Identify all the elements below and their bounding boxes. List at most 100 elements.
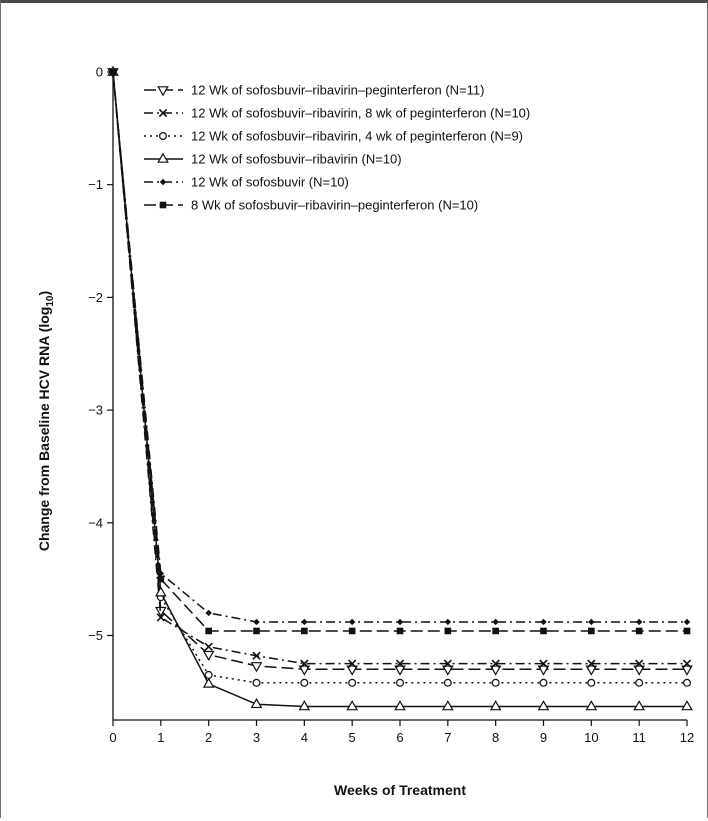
series-2-point bbox=[395, 659, 405, 668]
legend-entry-4: 12 Wk of sofosbuvir–ribavirin (N=10) bbox=[144, 152, 402, 167]
x-tick-label: 5 bbox=[349, 730, 356, 745]
series-1-point bbox=[441, 665, 454, 676]
series-6-point bbox=[205, 627, 212, 635]
series-1-point bbox=[537, 665, 550, 676]
x-tick-label: 7 bbox=[444, 730, 451, 745]
series-6 bbox=[109, 68, 691, 635]
series-4-point bbox=[298, 700, 311, 711]
series-5-point bbox=[683, 618, 691, 626]
y-tick-label: −2 bbox=[88, 290, 103, 305]
series-3-point bbox=[443, 678, 452, 687]
series-3-point bbox=[682, 678, 691, 687]
series-6-point bbox=[635, 627, 643, 635]
x-tick-label: 3 bbox=[253, 730, 260, 745]
series-4-point bbox=[585, 700, 598, 711]
series-1-point bbox=[681, 665, 693, 676]
series-1-point bbox=[154, 606, 167, 618]
legend: 12 Wk of sofosbuvir–ribavirin–peginterfe… bbox=[144, 83, 530, 213]
series-4-line bbox=[112, 71, 687, 708]
series-2-point bbox=[491, 659, 500, 668]
series-6-point bbox=[683, 627, 691, 635]
series-4-point bbox=[681, 700, 693, 711]
series-1-point bbox=[633, 665, 646, 676]
x-tick-label: 6 bbox=[396, 730, 403, 745]
series-5-point bbox=[396, 618, 404, 626]
axes: 0 1 2 3 4 5 6 7 8 9 10 11 120−1−2−3−4−5 bbox=[88, 65, 694, 746]
series-6-point bbox=[492, 627, 499, 635]
series-2-point bbox=[587, 659, 596, 668]
legend-label: 12 Wk of sofosbuvir–ribavirin, 8 wk of p… bbox=[191, 106, 530, 121]
series-3-point bbox=[300, 678, 309, 687]
series-2-point bbox=[204, 642, 213, 651]
y-axis-title-suffix: ) bbox=[36, 291, 52, 296]
legend-label: 12 Wk of sofosbuvir–ribavirin–peginterfe… bbox=[191, 83, 484, 98]
series-6-point bbox=[301, 627, 308, 635]
x-tick-label: 2 bbox=[205, 730, 212, 745]
x-tick-label: 8 bbox=[492, 730, 499, 745]
series-4 bbox=[107, 65, 693, 711]
legend-entry-5: 12 Wk of sofosbuvir (N=10) bbox=[144, 175, 349, 190]
series-2-point bbox=[300, 659, 309, 668]
series-5-point bbox=[301, 618, 308, 626]
x-tick-label: 0 bbox=[109, 730, 116, 745]
y-axis-title-subscript: 10 bbox=[45, 295, 56, 307]
y-tick-label: 0 bbox=[96, 65, 103, 80]
legend-entry-2: 12 Wk of sofosbuvir–ribavirin, 8 wk of p… bbox=[144, 106, 530, 121]
series-5-point bbox=[253, 618, 260, 626]
legend-marker bbox=[159, 178, 167, 186]
y-tick-label: −4 bbox=[88, 515, 103, 530]
series-3-point bbox=[204, 670, 213, 679]
series-5-point bbox=[444, 618, 452, 626]
series-3-point bbox=[396, 678, 405, 687]
series-3-point bbox=[348, 678, 357, 687]
legend-label: 8 Wk of sofosbuvir–ribavirin–peginterfer… bbox=[191, 198, 478, 213]
legend-entry-6: 8 Wk of sofosbuvir–ribavirin–peginterfer… bbox=[144, 198, 478, 213]
series-2-point bbox=[443, 659, 452, 668]
series-4-point bbox=[154, 586, 167, 597]
series-4-point bbox=[489, 700, 502, 711]
line-chart: 0 1 2 3 4 5 6 7 8 9 10 11 120−1−2−3−4−5 12 Wk of sof… bbox=[36, 65, 694, 799]
y-tick-label: −3 bbox=[88, 403, 103, 418]
x-tick-label: 4 bbox=[301, 730, 308, 745]
series-4-point bbox=[346, 700, 359, 711]
x-tick-label: 11 bbox=[632, 730, 646, 745]
series-3-point bbox=[539, 678, 548, 687]
series-2-point bbox=[635, 659, 644, 668]
series-5-point bbox=[492, 618, 499, 626]
x-tick-label: 9 bbox=[540, 730, 547, 745]
series-1-point bbox=[202, 650, 215, 662]
x-tick-label: 1 bbox=[157, 730, 164, 745]
series-6-point bbox=[253, 627, 260, 635]
series-layer bbox=[107, 65, 693, 711]
series-4-point bbox=[394, 700, 406, 711]
series-6-point bbox=[444, 627, 452, 635]
series-5-point bbox=[588, 618, 595, 626]
series-4-point bbox=[250, 697, 263, 709]
series-1-point bbox=[250, 662, 263, 673]
series-4-point bbox=[537, 700, 550, 711]
y-tick-label: −5 bbox=[88, 628, 103, 643]
legend-entry-1: 12 Wk of sofosbuvir–ribavirin–peginterfe… bbox=[144, 83, 484, 98]
legend-label: 12 Wk of sofosbuvir–ribavirin, 4 wk of p… bbox=[191, 129, 523, 144]
series-1-point bbox=[298, 665, 311, 676]
legend-label: 12 Wk of sofosbuvir–ribavirin (N=10) bbox=[191, 152, 402, 167]
series-6-point bbox=[540, 627, 547, 635]
series-3-point bbox=[252, 678, 261, 687]
series-2-point bbox=[682, 659, 692, 668]
series-5-point bbox=[540, 618, 547, 626]
series-6-point bbox=[109, 68, 117, 76]
series-6-point bbox=[348, 627, 356, 635]
legend-marker bbox=[159, 201, 167, 209]
x-axis-title: Weeks of Treatment bbox=[334, 782, 466, 798]
series-4-point bbox=[633, 700, 646, 711]
series-1-point bbox=[394, 665, 406, 676]
series-2 bbox=[108, 67, 692, 668]
x-tick-label: 10 bbox=[584, 730, 598, 745]
series-1-point bbox=[585, 665, 598, 676]
series-2-point bbox=[539, 659, 548, 668]
series-1-point bbox=[346, 665, 359, 676]
y-axis-title: Change from Baseline HCV RNA (log10) bbox=[36, 291, 56, 551]
legend-marker bbox=[157, 152, 169, 163]
x-tick-label: 12 bbox=[680, 730, 694, 745]
